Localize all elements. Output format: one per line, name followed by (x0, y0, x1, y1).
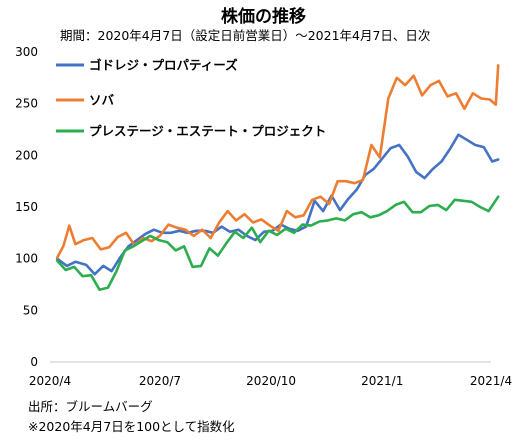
x-tick-label: 2021/1 (361, 374, 403, 388)
legend-label: プレステージ・エステート・プロジェクト (89, 124, 326, 139)
series-group (55, 64, 500, 292)
y-tick-label: 250 (15, 97, 38, 111)
y-tick-label: 200 (15, 148, 38, 162)
index-note: ※2020年4月7日を100として指数化 (28, 419, 235, 434)
x-tick-label: 2020/4 (29, 374, 71, 388)
y-tick-label: 50 (23, 303, 38, 317)
y-axis: 0 50 100 150 200 250 300 (15, 45, 38, 369)
series-line-3 (55, 195, 500, 292)
chart-title: 株価の推移 (221, 7, 306, 27)
footnotes: 出所：ブルームバーグ ※2020年4月7日を100として指数化 (28, 397, 235, 437)
x-tick-label: 2020/7 (139, 374, 181, 388)
legend-label: ソバ (89, 93, 115, 108)
x-tick-label: 2020/10 (246, 374, 296, 388)
y-tick-label: 0 (30, 355, 38, 369)
x-axis: 2020/4 2020/7 2020/10 2021/1 2021/4 (29, 361, 512, 388)
source-note: 出所：ブルームバーグ (28, 399, 153, 414)
chart-subtitle: 期間：2020年4月7日（設定日前営業日）～2021年4月7日、日次 (60, 28, 431, 43)
y-tick-label: 150 (15, 200, 38, 214)
y-tick-label: 100 (15, 252, 38, 266)
y-tick-label: 300 (15, 45, 38, 59)
legend-label: ゴドレジ・プロパティーズ (89, 58, 238, 73)
x-tick-label: 2021/4 (470, 374, 512, 388)
series-line-2 (55, 64, 500, 259)
